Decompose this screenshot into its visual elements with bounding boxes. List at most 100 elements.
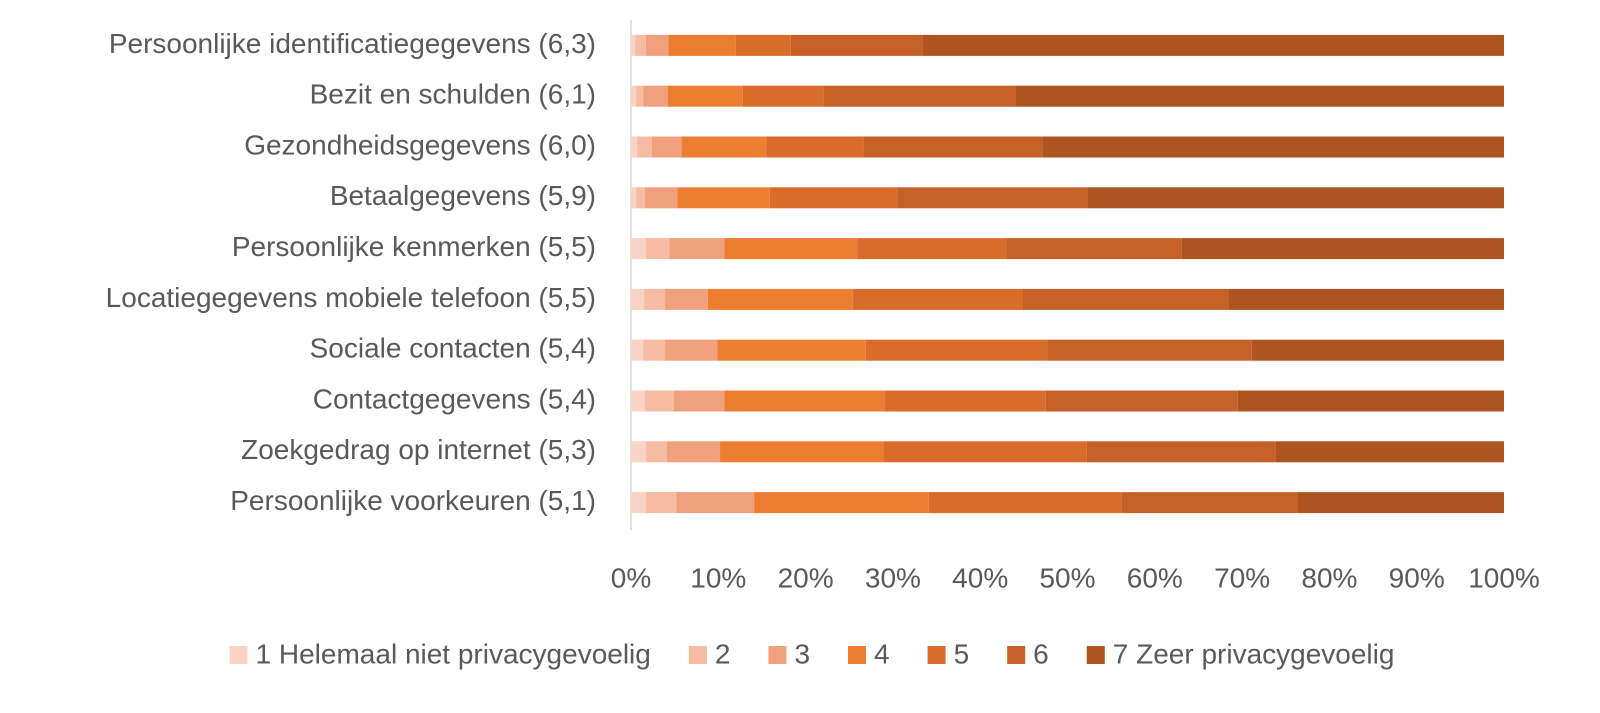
bar-segment <box>677 187 770 209</box>
bar-segment <box>631 288 645 310</box>
y-tick-label: Persoonlijke voorkeuren (5,1) <box>230 485 596 516</box>
bar-segment <box>1047 339 1252 361</box>
bar-segment <box>631 187 637 209</box>
bar-segment <box>637 136 652 158</box>
bar-segment <box>823 85 1016 107</box>
bar-segment <box>1121 492 1298 514</box>
bar-segment <box>863 136 1043 158</box>
bar-segment <box>922 34 1504 56</box>
bar-segment <box>724 390 886 412</box>
bar-segment <box>1251 339 1504 361</box>
y-tick-label: Zoekgedrag op internet (5,3) <box>241 434 596 465</box>
bar-segment <box>754 492 929 514</box>
legend-label: 4 <box>874 638 890 669</box>
bar-segment <box>1297 492 1504 514</box>
bar-segment <box>724 238 858 260</box>
bar-segment <box>1087 187 1504 209</box>
bar-segment <box>643 85 668 107</box>
bar-segment <box>1275 441 1504 463</box>
bar-segment <box>1015 85 1504 107</box>
bar-segment <box>928 492 1122 514</box>
bar-segment <box>643 339 666 361</box>
x-tick-label: 70% <box>1214 562 1270 593</box>
bar-segment <box>665 339 718 361</box>
y-tick-label: Locatiegegevens mobiele telefoon (5,5) <box>106 282 596 313</box>
bar-segment <box>1042 136 1504 158</box>
bar-segment <box>645 492 677 514</box>
bar-segment <box>645 34 669 56</box>
bar-segment <box>673 390 725 412</box>
legend-swatch <box>1007 646 1026 664</box>
legend-label: 3 <box>794 638 810 669</box>
y-tick-label: Persoonlijke kenmerken (5,5) <box>232 231 596 262</box>
bar-segment <box>667 85 743 107</box>
bar-segment <box>1022 288 1230 310</box>
bar-segment <box>852 288 1023 310</box>
bar-segment <box>631 441 646 463</box>
bar-segment <box>735 34 791 56</box>
bar-segment <box>857 238 1007 260</box>
bar-segment <box>1006 238 1182 260</box>
bar-segment <box>644 288 666 310</box>
bar-segment <box>769 187 898 209</box>
bar-segment <box>707 288 853 310</box>
bar-segment <box>676 492 755 514</box>
x-tick-label: 30% <box>865 562 921 593</box>
bar-segment <box>668 34 736 56</box>
bar-segment <box>766 136 864 158</box>
bar-segment <box>666 441 721 463</box>
y-tick-label: Contactgegevens (5,4) <box>313 383 596 414</box>
legend-label: 2 <box>715 638 731 669</box>
bar-segment <box>885 390 1046 412</box>
bar-segment <box>681 136 767 158</box>
bar-segment <box>631 238 646 260</box>
x-tick-label: 60% <box>1127 562 1183 593</box>
legend-label: 7 Zeer privacygevoelig <box>1113 638 1395 669</box>
x-tick-label: 90% <box>1389 562 1445 593</box>
bar-segment <box>897 187 1088 209</box>
legend-swatch <box>688 646 707 664</box>
x-tick-label: 10% <box>690 562 746 593</box>
bar-segment <box>631 136 638 158</box>
bar-segment <box>717 339 866 361</box>
bar-segment <box>636 187 645 209</box>
legend-label: 5 <box>954 638 970 669</box>
y-tick-label: Bezit en schulden (6,1) <box>310 79 596 110</box>
bar-segment <box>1237 390 1504 412</box>
bar-segment <box>742 85 824 107</box>
bar-segment <box>644 187 678 209</box>
bar-segment <box>631 85 637 107</box>
bar-segment <box>635 34 646 56</box>
bar-segment <box>883 441 1087 463</box>
bar-segment <box>645 441 667 463</box>
legend-swatch <box>1086 646 1105 664</box>
legend-label: 6 <box>1033 638 1049 669</box>
bar-segment <box>720 441 884 463</box>
bar-segment <box>865 339 1048 361</box>
bar-segment <box>636 85 644 107</box>
bar-segment <box>644 390 674 412</box>
y-tick-label: Gezondheidsgegevens (6,0) <box>244 129 596 160</box>
x-tick-label: 100% <box>1468 562 1540 593</box>
bar-segment <box>651 136 682 158</box>
bar-segment <box>631 339 644 361</box>
y-tick-label: Persoonlijke identificatiegegevens (6,3) <box>109 28 596 59</box>
x-tick-label: 0% <box>611 562 651 593</box>
x-tick-label: 80% <box>1301 562 1357 593</box>
bar-segment <box>790 34 923 56</box>
x-tick-label: 20% <box>778 562 834 593</box>
bar-segment <box>1229 288 1504 310</box>
bar-segment <box>669 238 725 260</box>
y-tick-label: Betaalgegevens (5,9) <box>330 180 596 211</box>
bar-segment <box>631 492 646 514</box>
legend-swatch <box>229 646 248 664</box>
legend-swatch <box>927 646 946 664</box>
bar-segment <box>1045 390 1238 412</box>
bar-segment <box>631 390 645 412</box>
legend-label: 1 Helemaal niet privacygevoelig <box>256 638 651 669</box>
bar-segment <box>665 288 708 310</box>
x-tick-label: 40% <box>952 562 1008 593</box>
bar-segment <box>631 34 636 56</box>
bar-segment <box>1086 441 1276 463</box>
